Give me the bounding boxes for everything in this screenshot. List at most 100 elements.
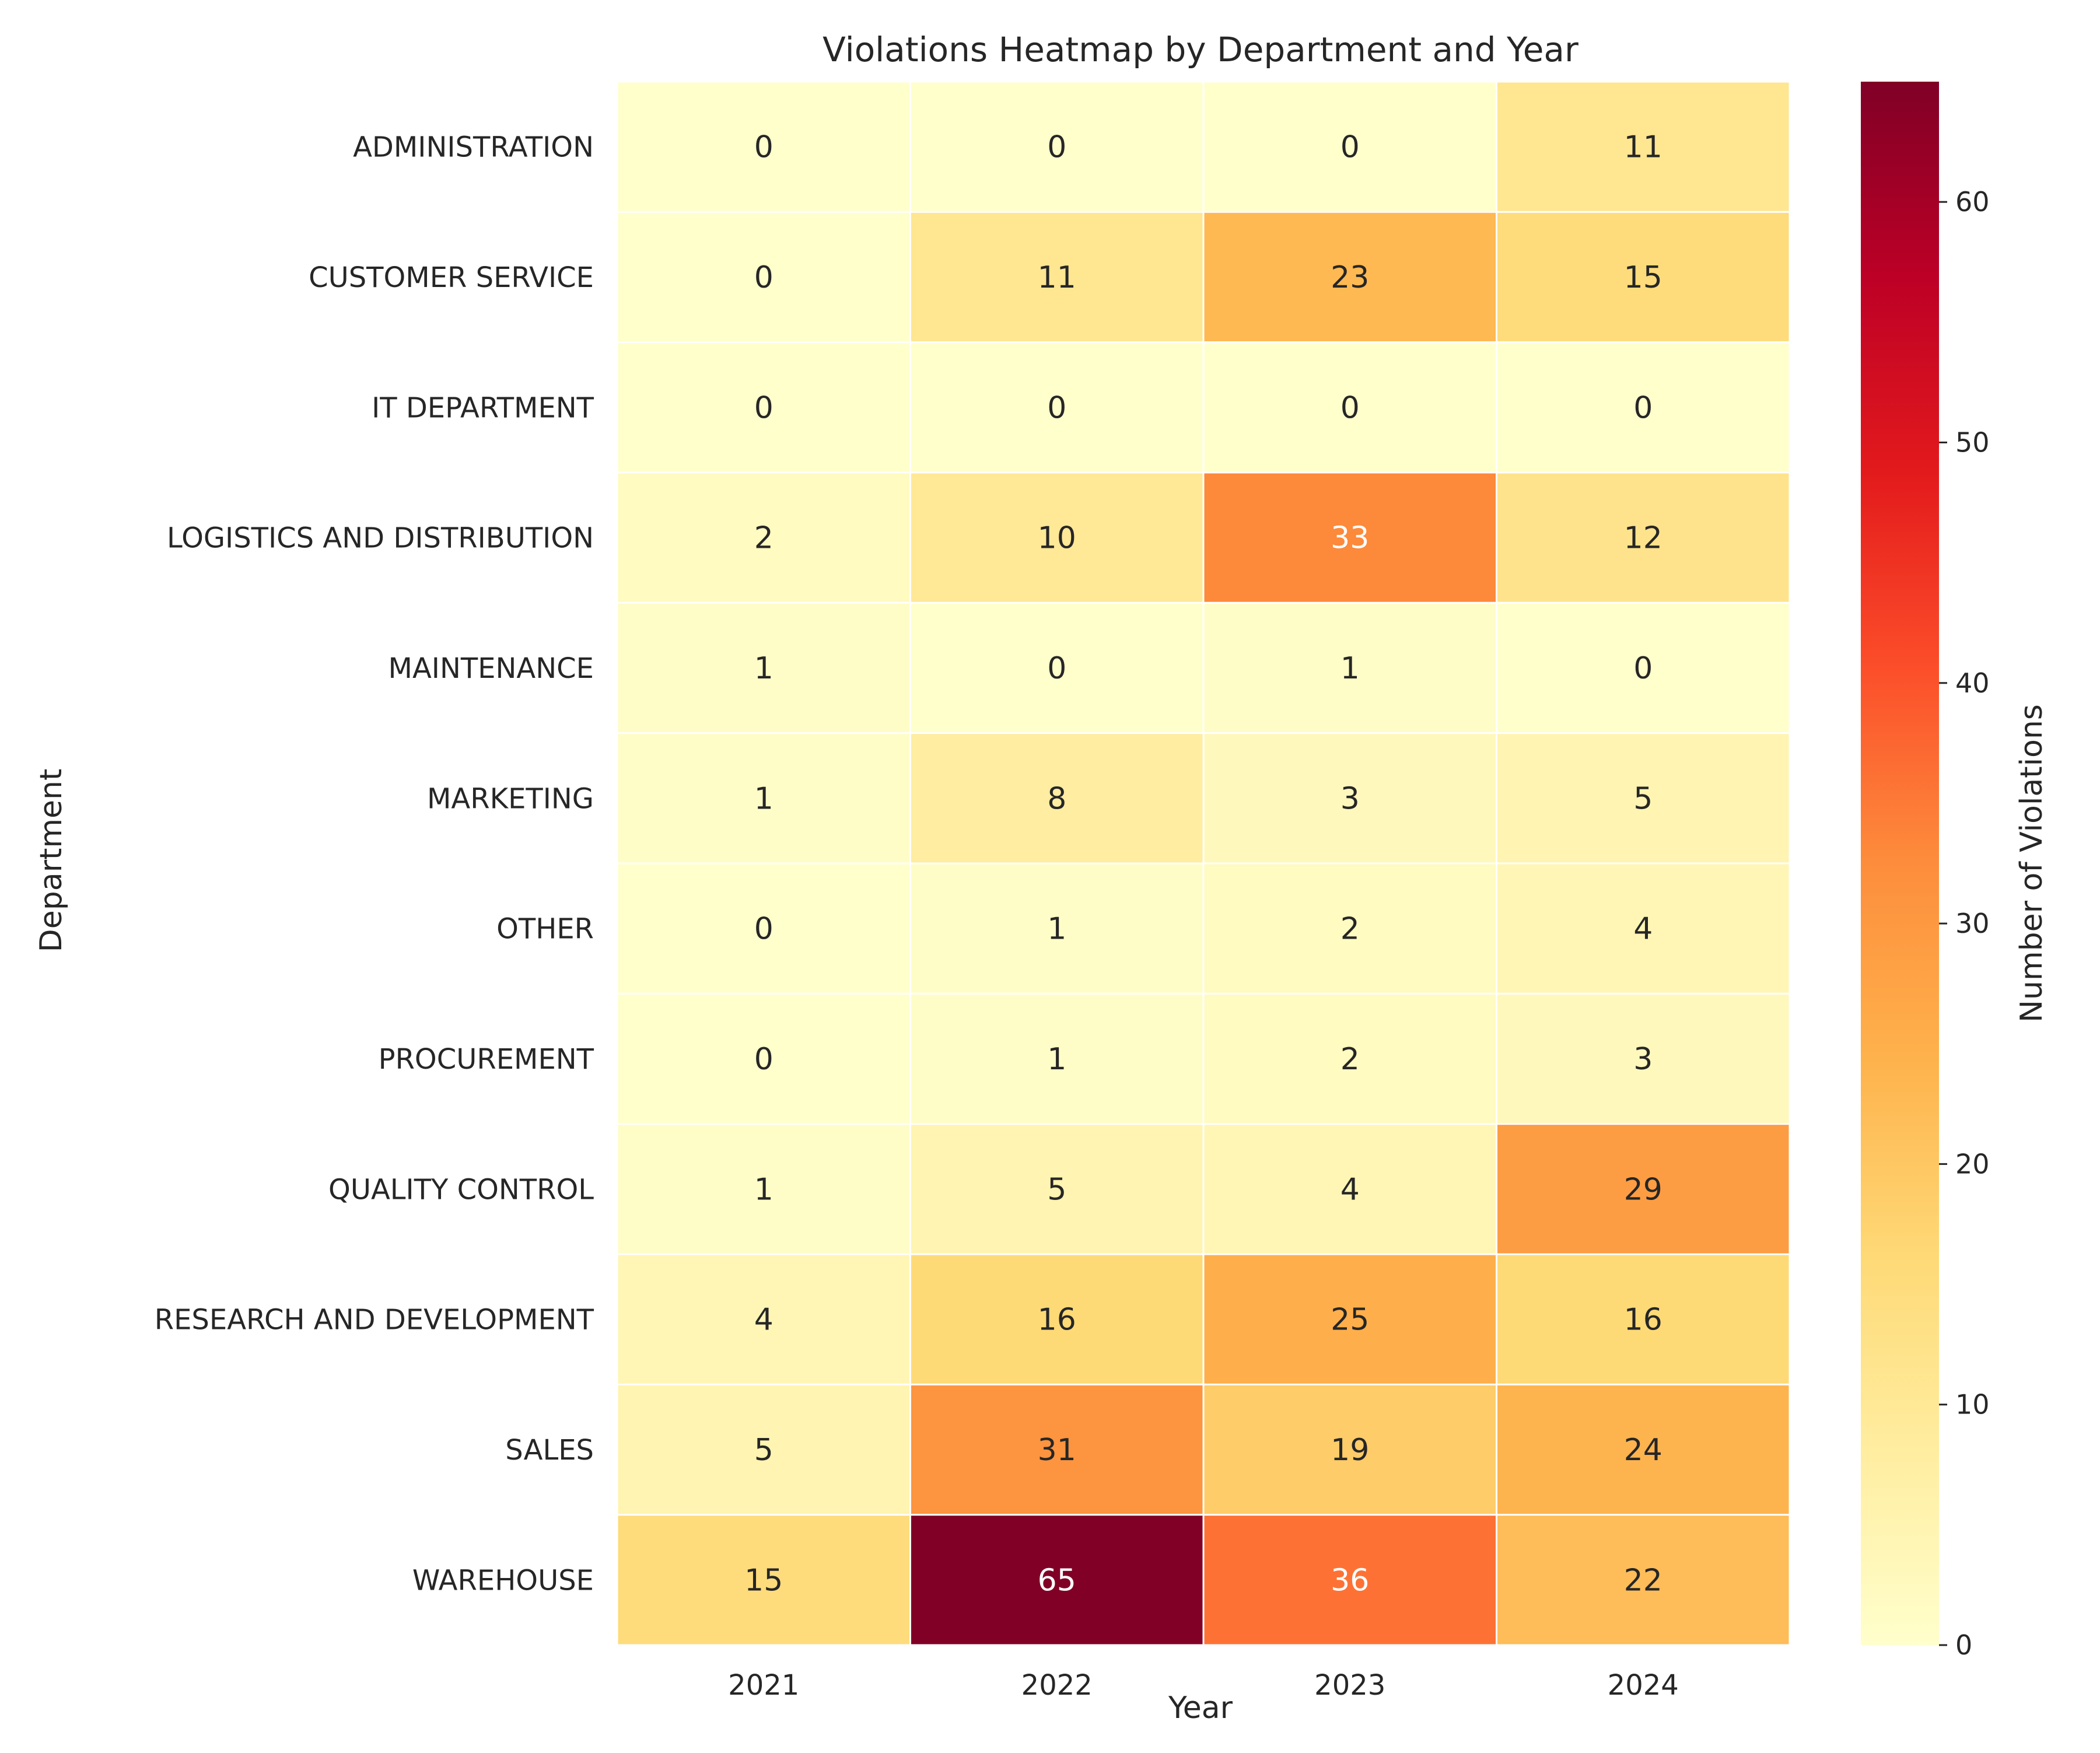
heatmap-cell [1496,1253,1791,1385]
cell-value-label: 0 [1633,651,1653,686]
heatmap-cell [616,732,911,865]
y-tick-label: MARKETING [427,782,594,815]
cell-value-label: 19 [1331,1433,1369,1468]
heatmap-cell [616,1514,911,1646]
cell-value-label: 1 [754,651,774,686]
colorbar-tick-label: 10 [1955,1389,1990,1420]
heatmap-cell [1202,1253,1497,1385]
cell-value-label: 1 [754,1172,774,1207]
heatmap-cell [1496,341,1791,474]
heatmap-cell [1496,1514,1791,1646]
heatmap-cell [1202,992,1497,1125]
cell-value-label: 2 [754,521,774,556]
cell-value-label: 22 [1624,1563,1662,1598]
cell-value-label: 4 [754,1303,774,1338]
colorbar [1861,82,1939,1645]
heatmap-cell [616,1253,911,1385]
cell-value-label: 15 [744,1563,783,1598]
cell-value-label: 3 [1633,1042,1653,1077]
chart-title: Violations Heatmap by Department and Yea… [822,30,1578,69]
heatmap-cell [1202,601,1497,734]
cell-value-label: 33 [1331,521,1369,556]
y-tick-label: IT DEPARTMENT [372,391,594,424]
y-tick-label: PROCUREMENT [379,1043,594,1076]
cell-value-label: 5 [1047,1172,1066,1207]
heatmap-cell [616,601,911,734]
y-axis-label: Department [34,769,69,953]
heatmap-cell [1496,471,1791,604]
cell-value-label: 3 [1340,781,1360,816]
cell-value-label: 2 [1340,912,1360,947]
cell-value-label: 0 [754,130,774,165]
heatmap-cell [1202,862,1497,995]
cell-value-label: 4 [1340,1172,1360,1207]
x-tick-label: 2024 [1608,1669,1679,1702]
heatmap-cell [1496,601,1791,734]
y-tick-label: OTHER [496,913,594,946]
heatmap-cell [1496,862,1791,995]
heatmap-cell [909,732,1205,865]
cell-value-label: 12 [1624,521,1662,556]
heatmap-cell [616,471,911,604]
cell-value-label: 1 [1340,651,1360,686]
y-tick-label: SALES [505,1434,594,1467]
colorbar-tick-label: 50 [1955,426,1990,458]
cell-value-label: 1 [754,781,774,816]
cell-value-label: 0 [1047,651,1066,686]
y-tick-label: QUALITY CONTROL [328,1173,594,1206]
heatmap-cell [1202,1123,1497,1255]
cell-value-label: 10 [1038,521,1076,556]
cell-value-label: 4 [1633,912,1653,947]
cell-value-label: 1 [1047,912,1066,947]
cell-value-label: 25 [1331,1303,1369,1338]
y-tick-label: RESEARCH AND DEVELOPMENT [155,1304,594,1336]
heatmap-cell [616,862,911,995]
cell-value-label: 0 [754,260,774,295]
heatmap-cell [1496,1123,1791,1255]
heatmap-cell [909,341,1205,474]
heatmap-cell [1202,81,1497,213]
heatmap-cell [909,211,1205,344]
heatmap-cell [1496,732,1791,865]
heatmap-cells: 0 0 0 110 11 23 150 0 0 02 10 33 121 0 1 01 8 3 50 1 2 40 1 2 31… [616,81,1791,1646]
y-tick-label: ADMINISTRATION [353,131,594,164]
colorbar-tick-label: 0 [1955,1629,1972,1661]
cell-value-label: 16 [1038,1303,1076,1338]
cell-value-label: 5 [754,1433,774,1468]
x-tick-label: 2023 [1314,1669,1385,1702]
heatmap-cell [909,81,1205,213]
heatmap-cell [909,1253,1205,1385]
heatmap-cell [1202,732,1497,865]
colorbar-ticks: 0 10 20 30 40 50 60 [1939,186,1990,1661]
cell-value-label: 31 [1038,1433,1076,1468]
heatmap-cell [616,211,911,344]
x-axis-label: Year [1168,1691,1233,1726]
y-tick-label: CUSTOMER SERVICE [309,261,594,294]
x-tick-labels: 2021 2022 2023 2024 [728,1669,1679,1702]
cell-value-label: 11 [1624,130,1662,165]
cell-value-label: 0 [754,390,774,425]
x-tick-label: 2022 [1021,1669,1093,1702]
heatmap-cell [909,1514,1205,1646]
cell-value-label: 0 [1340,130,1360,165]
cell-value-label: 36 [1331,1563,1369,1598]
heatmap-cell [909,471,1205,604]
heatmap-cell [616,992,911,1125]
cell-value-label: 0 [1047,390,1066,425]
y-tick-label: MAINTENANCE [388,652,594,685]
heatmap-cell [1202,471,1497,604]
heatmap-cell [909,1383,1205,1516]
cell-value-label: 65 [1038,1563,1076,1598]
heatmap-cell [1202,1514,1497,1646]
cell-value-label: 29 [1624,1172,1662,1207]
heatmap-cell [909,601,1205,734]
x-tick-label: 2021 [728,1669,799,1702]
heatmap-cell [1202,1383,1497,1516]
cell-value-label: 0 [754,1042,774,1077]
heatmap-cell [1496,1383,1791,1516]
cell-value-label: 16 [1624,1303,1662,1338]
heatmap-cell [1496,211,1791,344]
colorbar-label: Number of Violations [2014,704,2049,1023]
cell-value-label: 5 [1633,781,1653,816]
